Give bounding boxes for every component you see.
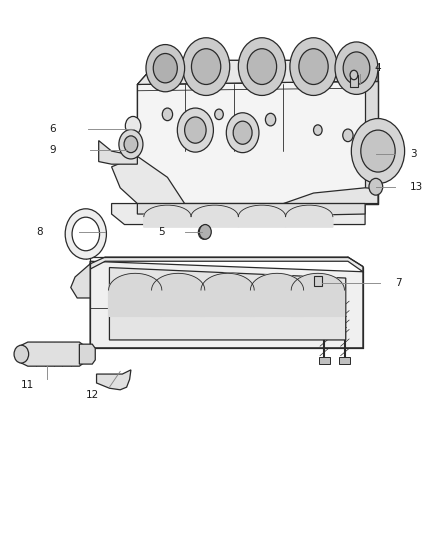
Polygon shape bbox=[99, 141, 138, 164]
Circle shape bbox=[162, 108, 173, 120]
Text: 3: 3 bbox=[410, 149, 417, 159]
Circle shape bbox=[183, 38, 230, 95]
Polygon shape bbox=[138, 60, 378, 84]
Polygon shape bbox=[291, 273, 344, 317]
Circle shape bbox=[146, 45, 185, 92]
Polygon shape bbox=[21, 342, 84, 366]
Circle shape bbox=[361, 130, 395, 172]
Circle shape bbox=[124, 136, 138, 152]
Bar bbox=[350, 75, 358, 86]
Circle shape bbox=[226, 113, 259, 152]
Polygon shape bbox=[138, 82, 378, 204]
Text: 7: 7 bbox=[395, 278, 402, 288]
Text: 13: 13 bbox=[410, 182, 424, 192]
Circle shape bbox=[350, 70, 358, 80]
Circle shape bbox=[290, 38, 337, 95]
Circle shape bbox=[215, 109, 223, 119]
Polygon shape bbox=[251, 273, 304, 317]
Text: 8: 8 bbox=[36, 228, 43, 237]
Polygon shape bbox=[96, 370, 131, 390]
Polygon shape bbox=[112, 204, 365, 224]
Bar bbox=[319, 357, 330, 364]
Circle shape bbox=[314, 125, 322, 135]
Bar bbox=[339, 357, 350, 364]
Circle shape bbox=[343, 129, 353, 142]
Polygon shape bbox=[283, 188, 378, 204]
Circle shape bbox=[299, 49, 328, 85]
Polygon shape bbox=[90, 257, 363, 272]
Circle shape bbox=[351, 118, 405, 183]
Polygon shape bbox=[238, 205, 286, 227]
Circle shape bbox=[153, 53, 177, 83]
Circle shape bbox=[369, 179, 383, 195]
Circle shape bbox=[343, 52, 370, 84]
Circle shape bbox=[177, 108, 213, 152]
Polygon shape bbox=[191, 205, 238, 227]
Text: 9: 9 bbox=[49, 145, 56, 155]
Polygon shape bbox=[112, 156, 185, 204]
Polygon shape bbox=[201, 273, 254, 317]
Polygon shape bbox=[109, 273, 162, 317]
Polygon shape bbox=[144, 205, 191, 227]
Circle shape bbox=[119, 130, 143, 159]
Circle shape bbox=[72, 217, 99, 251]
Polygon shape bbox=[365, 82, 378, 204]
Polygon shape bbox=[138, 204, 365, 215]
Text: 5: 5 bbox=[158, 228, 164, 237]
Circle shape bbox=[335, 42, 378, 94]
Circle shape bbox=[198, 225, 209, 239]
Polygon shape bbox=[79, 344, 95, 364]
Text: 4: 4 bbox=[374, 63, 381, 73]
Circle shape bbox=[125, 116, 141, 135]
Polygon shape bbox=[152, 273, 205, 317]
Polygon shape bbox=[90, 261, 363, 348]
Circle shape bbox=[191, 49, 221, 85]
Polygon shape bbox=[286, 205, 333, 227]
Text: 11: 11 bbox=[21, 379, 34, 390]
Text: 6: 6 bbox=[49, 124, 56, 134]
Circle shape bbox=[199, 224, 211, 239]
Circle shape bbox=[238, 38, 286, 95]
Circle shape bbox=[265, 114, 276, 126]
Polygon shape bbox=[110, 268, 346, 340]
Circle shape bbox=[233, 121, 252, 144]
Circle shape bbox=[185, 117, 206, 143]
Bar bbox=[314, 276, 322, 286]
Polygon shape bbox=[71, 264, 90, 298]
Circle shape bbox=[65, 209, 106, 259]
Circle shape bbox=[14, 345, 28, 363]
Circle shape bbox=[247, 49, 277, 85]
Text: 12: 12 bbox=[85, 390, 99, 400]
